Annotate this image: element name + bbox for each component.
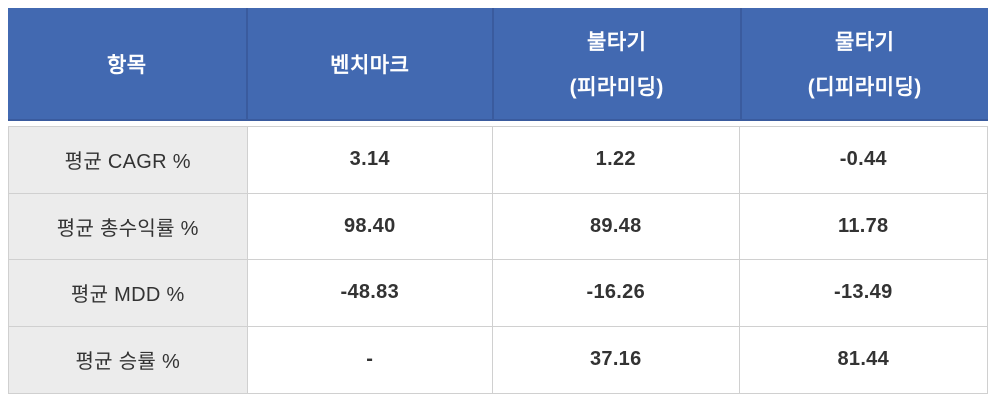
value-cell: -13.49 bbox=[739, 260, 987, 327]
header-sublabel: (피라미딩) bbox=[569, 76, 664, 99]
table-body: 평균 CAGR % 3.14 1.22 -0.44 평균 총수익률 % 98.4… bbox=[8, 126, 988, 394]
value-cell: 3.14 bbox=[247, 127, 493, 194]
value-cell: 11.78 bbox=[739, 193, 987, 260]
header-cell-item: 항목 bbox=[8, 8, 246, 119]
row-label-cell: 평균 승률 % bbox=[9, 326, 248, 393]
value-cell: 37.16 bbox=[493, 326, 740, 393]
header-label: 항목 bbox=[106, 53, 147, 77]
value-cell: 98.40 bbox=[247, 193, 493, 260]
value-cell: -16.26 bbox=[493, 260, 740, 327]
header-label: 벤치마크 bbox=[330, 53, 410, 77]
value-cell: - bbox=[247, 326, 493, 393]
header-label: 물타기 bbox=[835, 31, 895, 54]
header-cell-depyramiding: 물타기 (디피라미딩) bbox=[741, 8, 988, 119]
value-cell: -48.83 bbox=[247, 260, 493, 327]
value-cell: 1.22 bbox=[493, 127, 740, 194]
header-sublabel: (디피라미딩) bbox=[807, 76, 922, 99]
value-cell: -0.44 bbox=[739, 127, 987, 194]
row-label-cell: 평균 CAGR % bbox=[9, 127, 248, 194]
header-cell-benchmark: 벤치마크 bbox=[247, 8, 493, 119]
comparison-table: 항목 벤치마크 불타기 (피라미딩) 물타기 (디피라미딩) 평균 CAGR %… bbox=[8, 8, 988, 394]
header-label: 불타기 bbox=[587, 31, 647, 54]
header-cell-pyramiding: 불타기 (피라미딩) bbox=[494, 8, 740, 119]
value-cell: 81.44 bbox=[739, 326, 987, 393]
value-cell: 89.48 bbox=[493, 193, 740, 260]
table-header-row: 항목 벤치마크 불타기 (피라미딩) 물타기 (디피라미딩) bbox=[8, 8, 988, 121]
row-label-cell: 평균 총수익률 % bbox=[9, 193, 248, 260]
row-label-cell: 평균 MDD % bbox=[9, 260, 248, 327]
